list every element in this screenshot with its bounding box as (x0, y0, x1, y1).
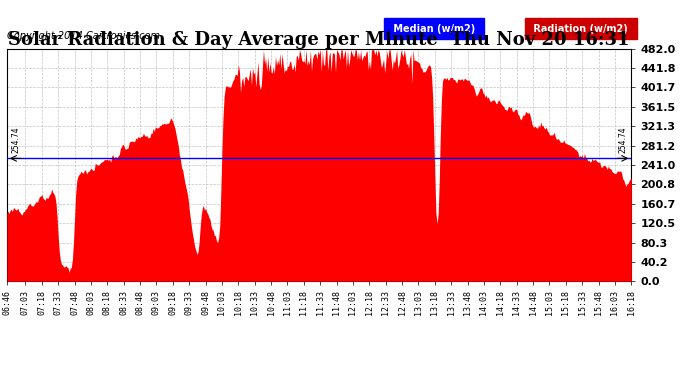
Text: 254.74: 254.74 (618, 126, 627, 153)
Title: Solar Radiation & Day Average per Minute  Thu Nov 20 16:31: Solar Radiation & Day Average per Minute… (8, 31, 630, 49)
Text: Radiation (w/m2): Radiation (w/m2) (530, 24, 631, 34)
Text: Median (w/m2): Median (w/m2) (390, 24, 478, 34)
Text: 254.74: 254.74 (11, 126, 20, 153)
Text: Copyright 2014 Cartronics.com: Copyright 2014 Cartronics.com (7, 31, 160, 40)
